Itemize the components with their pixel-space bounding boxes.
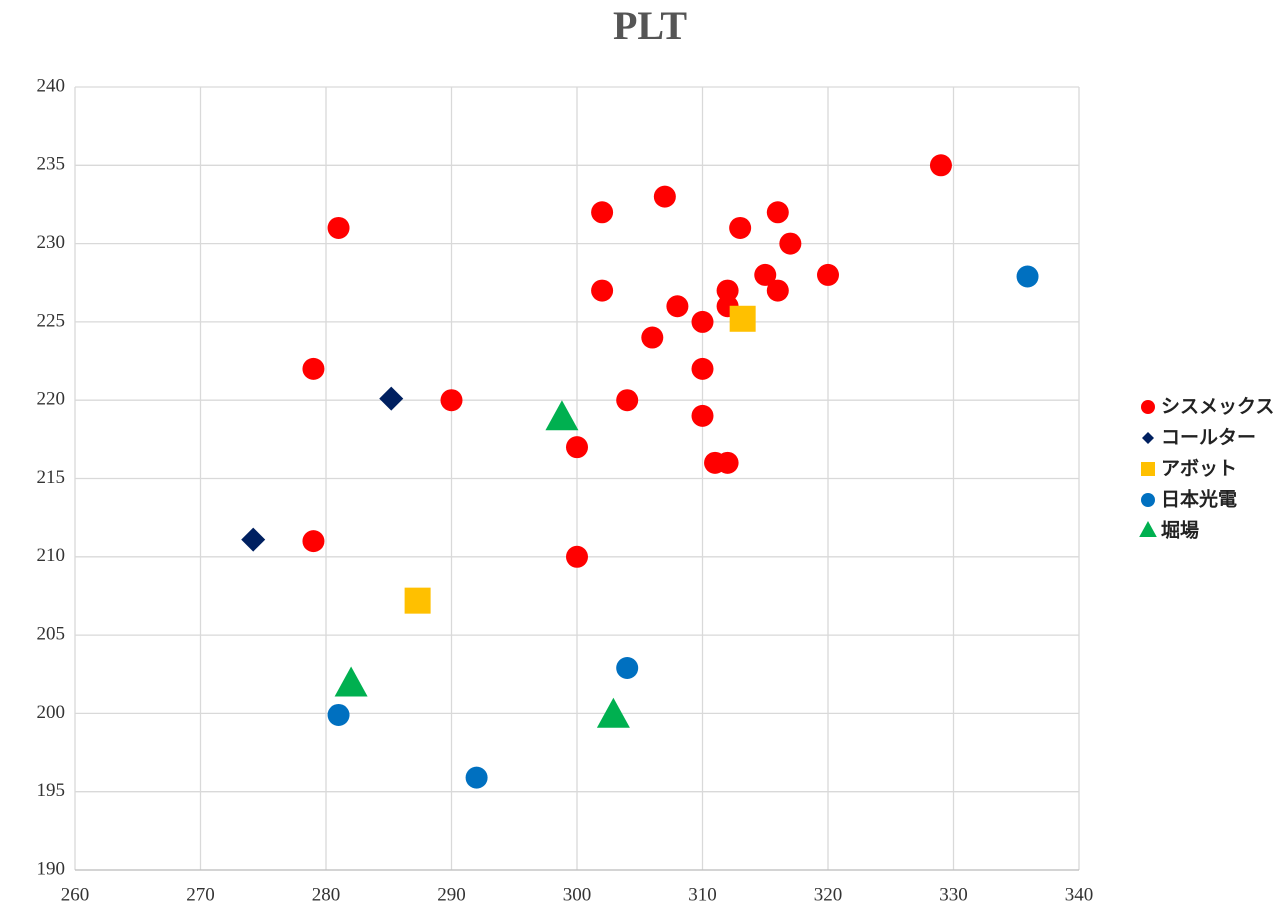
marker <box>302 357 325 380</box>
chart-title: PLT <box>613 3 687 48</box>
x-tick-label: 270 <box>186 884 215 905</box>
marker <box>616 389 639 412</box>
marker <box>591 201 614 224</box>
y-tick-label: 200 <box>37 702 66 723</box>
x-tick-label: 300 <box>563 884 592 905</box>
y-tick-label: 210 <box>37 545 66 566</box>
marker <box>545 400 579 431</box>
x-tick-label: 330 <box>939 884 968 905</box>
legend-label: アボット <box>1161 458 1237 480</box>
legend-marker <box>1141 493 1155 507</box>
marker <box>691 357 714 380</box>
marker <box>641 326 664 349</box>
y-tick-label: 230 <box>37 232 66 253</box>
legend-marker <box>1141 400 1155 414</box>
marker <box>729 305 756 332</box>
marker <box>566 436 588 459</box>
marker <box>766 201 789 224</box>
y-tick-label: 225 <box>37 310 66 331</box>
marker <box>754 263 777 286</box>
y-tick-label: 240 <box>37 75 66 96</box>
x-tick-label: 260 <box>61 884 90 905</box>
marker <box>691 310 714 333</box>
marker <box>596 697 630 728</box>
marker <box>379 386 404 411</box>
marker <box>779 232 802 255</box>
x-tick-label: 340 <box>1065 884 1094 905</box>
legend-marker <box>1142 432 1154 444</box>
marker <box>302 530 325 553</box>
y-tick-label: 220 <box>37 389 66 410</box>
marker <box>241 527 266 552</box>
legend-label: シスメックス <box>1161 396 1274 418</box>
marker <box>691 404 714 427</box>
marker <box>729 216 752 239</box>
x-tick-label: 290 <box>437 884 466 905</box>
marker <box>566 545 588 568</box>
marker <box>929 154 952 177</box>
legend-label: 日本光電 <box>1161 488 1237 511</box>
marker <box>766 279 789 302</box>
legend-label: コールター <box>1161 427 1256 449</box>
marker <box>591 279 614 302</box>
marker <box>465 766 488 789</box>
x-tick-label: 320 <box>814 884 843 905</box>
y-tick-label: 205 <box>37 623 66 644</box>
y-tick-label: 215 <box>37 467 66 488</box>
legend-marker <box>1139 521 1157 537</box>
marker <box>327 216 350 239</box>
x-tick-label: 310 <box>688 884 717 905</box>
marker <box>616 656 639 679</box>
marker <box>440 389 463 412</box>
marker <box>716 279 739 302</box>
y-tick-label: 235 <box>37 154 66 175</box>
marker <box>653 185 676 208</box>
marker <box>404 587 431 614</box>
marker <box>666 295 689 318</box>
marker <box>1016 265 1039 288</box>
y-tick-label: 195 <box>37 780 66 801</box>
marker <box>817 263 839 286</box>
x-tick-label: 280 <box>312 884 341 905</box>
y-tick-label: 190 <box>37 858 66 879</box>
marker <box>334 666 368 697</box>
marker <box>327 703 350 726</box>
legend-marker <box>1141 462 1155 476</box>
marker <box>716 451 739 474</box>
legend-label: 堀場 <box>1161 520 1199 542</box>
